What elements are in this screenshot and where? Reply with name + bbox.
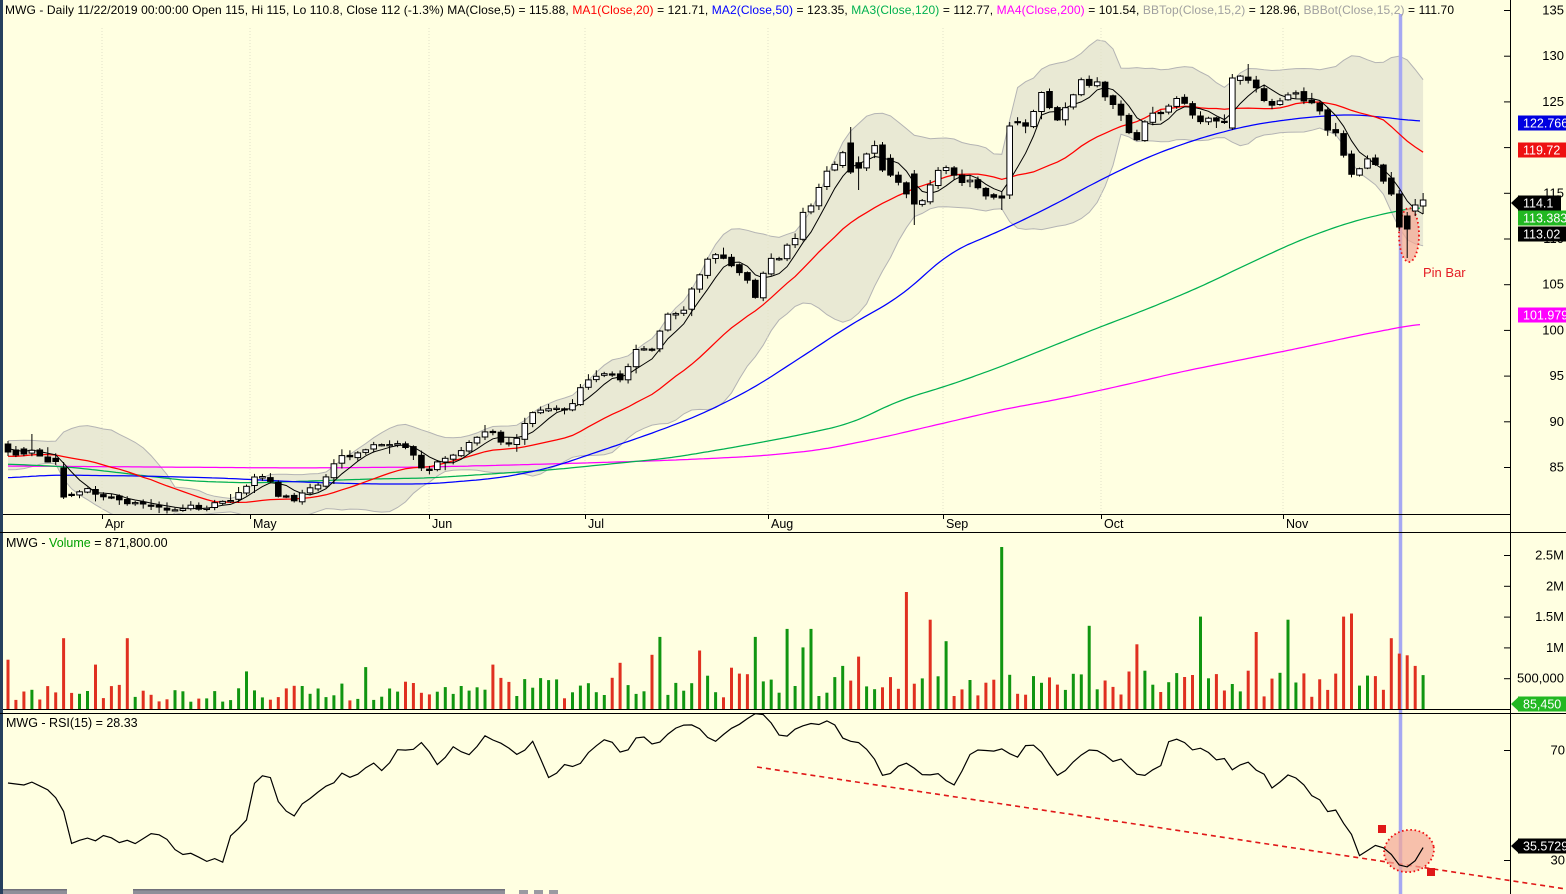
svg-text:35.5729: 35.5729 (1523, 840, 1566, 854)
svg-text:125: 125 (1542, 94, 1564, 109)
svg-text:Aug: Aug (771, 517, 793, 531)
svg-text:2.5M: 2.5M (1535, 548, 1564, 563)
svg-text:90: 90 (1550, 414, 1564, 429)
svg-text:30: 30 (1551, 853, 1565, 868)
svg-text:1.5M: 1.5M (1535, 609, 1564, 624)
svg-text:Nov: Nov (1286, 517, 1309, 531)
svg-text:Oct: Oct (1104, 517, 1124, 531)
svg-text:113.02: 113.02 (1523, 228, 1560, 242)
svg-text:85,450: 85,450 (1523, 698, 1561, 712)
svg-text:Apr: Apr (105, 517, 124, 531)
svg-text:105: 105 (1542, 277, 1564, 292)
svg-text:85: 85 (1550, 460, 1564, 475)
svg-text:114.1: 114.1 (1523, 197, 1553, 211)
svg-text:100: 100 (1542, 322, 1564, 337)
svg-text:Jul: Jul (588, 517, 604, 531)
svg-text:119.72: 119.72 (1523, 144, 1560, 158)
svg-text:1M: 1M (1546, 640, 1564, 655)
svg-text:2M: 2M (1546, 578, 1564, 593)
svg-text:130: 130 (1542, 48, 1564, 63)
svg-text:Sep: Sep (946, 517, 968, 531)
svg-text:MWG - Volume = 871,800.00: MWG - Volume = 871,800.00 (6, 536, 168, 550)
svg-text:May: May (253, 517, 277, 531)
svg-text:70: 70 (1551, 743, 1565, 758)
svg-text:122.766: 122.766 (1523, 117, 1566, 131)
svg-text:95: 95 (1550, 368, 1564, 383)
svg-text:135: 135 (1542, 3, 1564, 18)
svg-text:500,000: 500,000 (1517, 671, 1564, 686)
svg-text:101.979: 101.979 (1523, 309, 1566, 323)
svg-text:113.383: 113.383 (1523, 212, 1566, 226)
svg-text:MWG - Daily 11/22/2019 00:00:0: MWG - Daily 11/22/2019 00:00:00 Open 115… (5, 3, 1454, 17)
svg-text:Pin Bar: Pin Bar (1423, 265, 1466, 280)
svg-text:Jun: Jun (432, 517, 452, 531)
svg-text:MWG - RSI(15) = 28.33: MWG - RSI(15) = 28.33 (6, 716, 138, 730)
